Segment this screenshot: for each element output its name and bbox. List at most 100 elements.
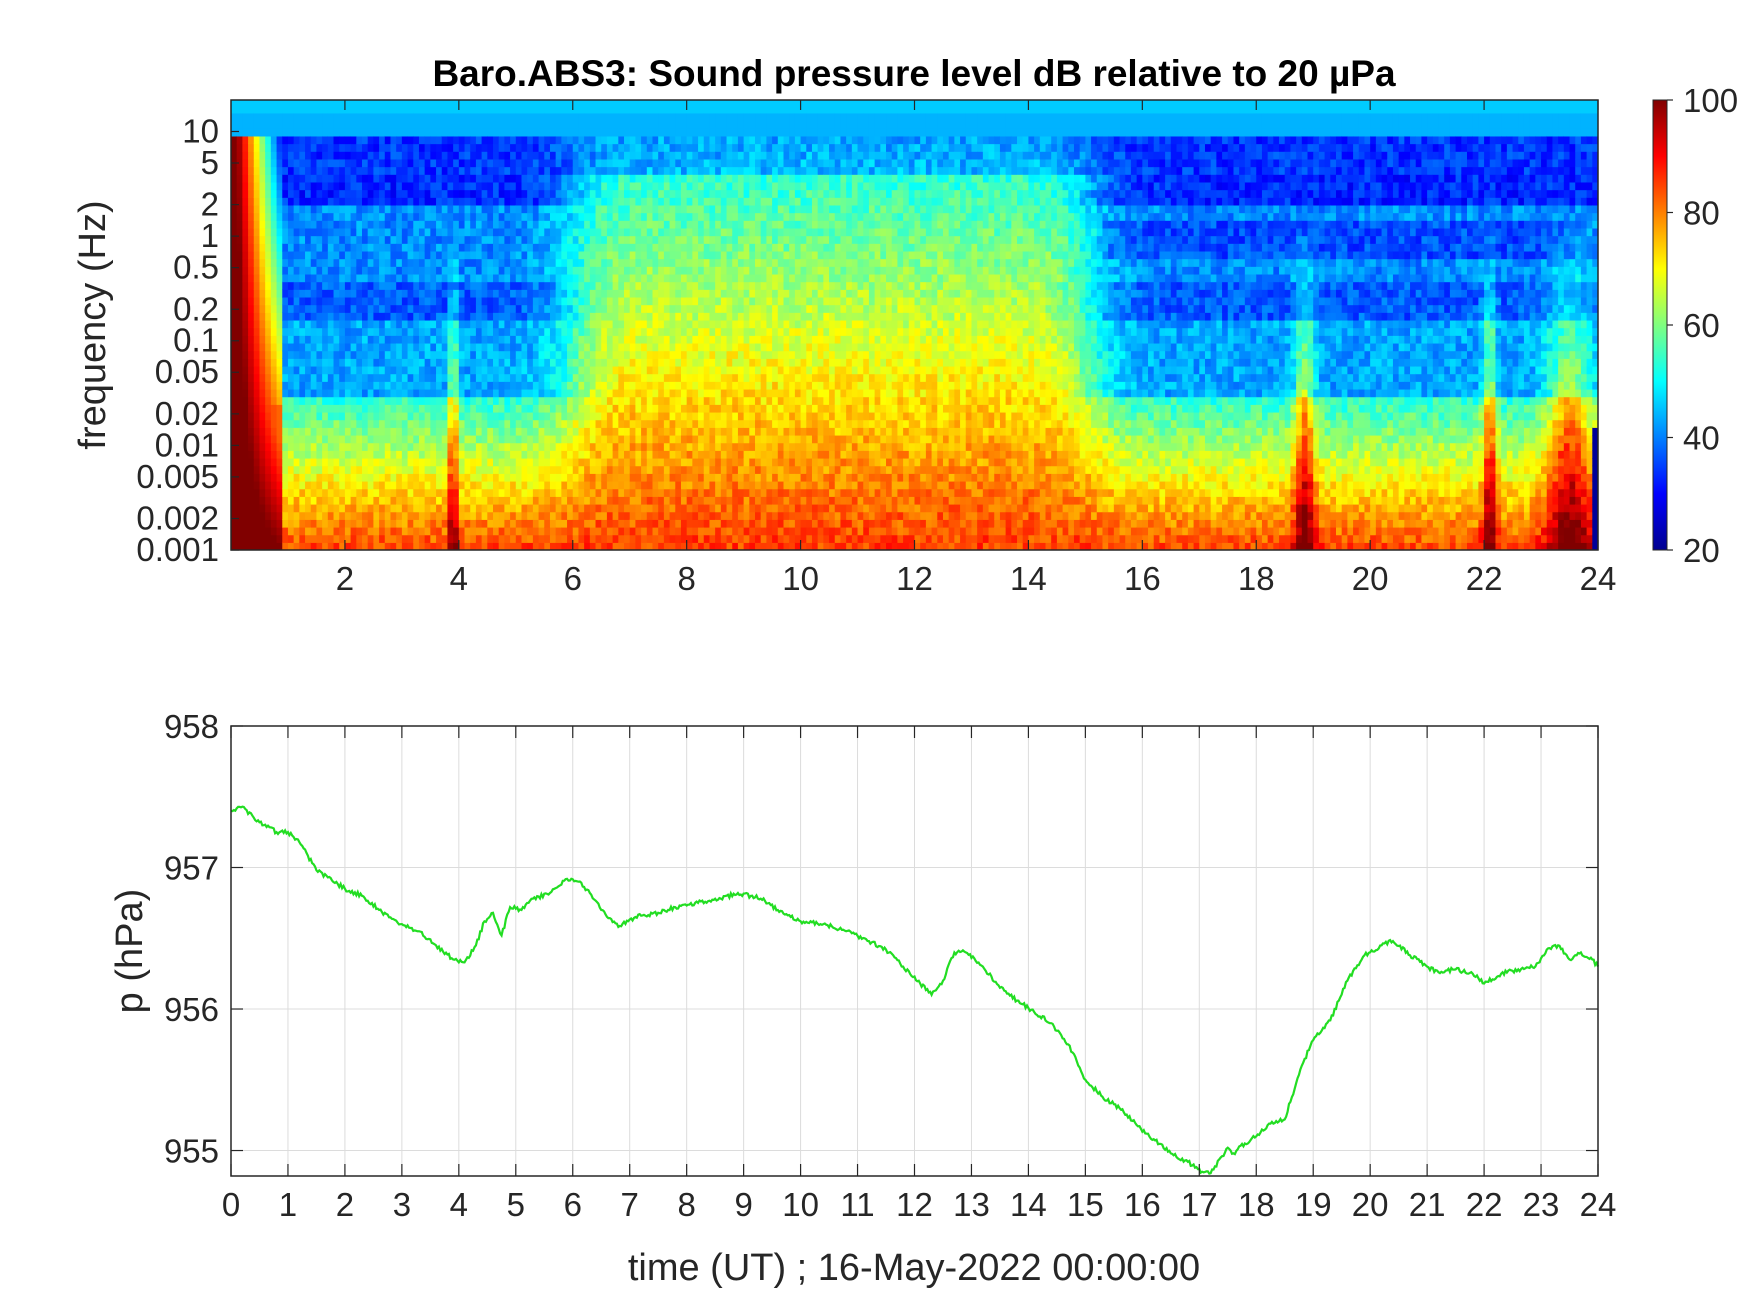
spectrogram-cell [686,158,693,168]
spectrogram-cell [276,143,283,152]
spectrogram-cell [493,404,500,413]
spectrogram-cell [532,212,540,221]
spectrogram-cell [618,273,625,283]
spectrogram-cell [635,204,642,214]
spectrogram-cell [475,396,483,405]
spectrogram-cell [327,189,335,198]
spectrogram-cell [231,442,238,451]
spectrogram-cell [498,519,505,528]
spectrogram-cell [527,151,534,160]
spectrogram-cell [453,312,460,321]
spectrogram-cell [606,335,614,344]
spectrogram-cell [265,220,272,229]
spectrogram-cell [339,411,346,421]
spectrogram-cell [555,174,562,183]
spectrogram-cell [310,105,318,114]
spectrogram-cell [675,519,682,528]
spectrogram-cell [418,174,426,183]
spectrogram-cell [658,465,665,474]
spectrogram-cell [424,250,431,260]
spectrogram-cell [436,465,443,474]
spectrogram-cell [407,327,414,336]
spectrogram-cell [276,135,283,145]
spectrogram-cell [441,197,449,206]
spectrogram-cell [567,235,574,244]
spectrogram-cell [606,243,614,252]
spectrogram-cell [555,151,562,160]
spectrogram-cell [606,235,614,244]
spectrogram-cell [362,90,368,98]
spectrogram-cell [373,312,380,321]
spectrogram-cell [663,419,671,428]
spectrogram-cell [339,457,346,467]
spectrogram-cell [276,365,283,375]
spectrogram-cell [316,411,323,421]
spectrogram-cell [572,296,580,306]
spectrogram-cell [339,100,346,106]
spectrogram-cell [584,419,591,428]
spectrogram-cell [259,503,266,513]
spectrogram-cell [549,266,557,275]
spectrogram-cell [310,534,318,543]
spectrogram-cell [692,181,699,191]
spectrogram-cell [265,258,272,267]
spectrogram-cell [669,227,676,237]
spectrogram-cell [293,151,300,160]
spectrogram-cell [293,227,300,237]
spectrogram-cell [686,273,693,283]
spectrogram-cell [293,442,300,451]
spectrogram-cell [339,496,346,505]
spectrogram-cell [270,281,278,290]
spectrogram-cell [293,511,300,520]
spectrogram-cell [327,327,335,336]
spectrogram-cell [458,457,466,467]
spectrogram-cell [344,381,352,390]
spectrogram-cell [686,542,693,550]
spectrogram-cell [652,319,659,329]
spectrogram-cell [441,158,449,168]
spectrogram-cell [663,427,671,436]
spectrogram-cell [322,250,329,260]
spectrogram-cell [356,174,363,183]
spectrogram-cell [481,112,488,122]
spectrogram-cell [310,112,318,122]
spectrogram-cell [259,434,266,444]
spectrogram-cell [396,488,403,497]
spectrogram-cell [265,166,272,175]
spectrogram-cell [407,158,414,168]
spectrogram-cell [538,212,545,221]
spectrogram-cell [601,496,608,505]
spectrogram-cell [362,365,369,375]
spectrogram-cell [282,151,289,160]
spectrogram-cell [515,220,523,229]
spectrogram-cell [384,227,392,237]
spectrogram-cell [259,212,266,221]
spectrogram-cell [362,342,369,352]
spectrogram-cell [305,488,312,497]
spectrogram-cell [418,143,426,152]
spectrogram-cell [658,220,665,229]
spectrogram-cell [236,534,243,543]
spectrogram-cell [259,204,266,214]
spectrogram-cell [390,281,397,290]
spectrogram-cell [549,534,557,543]
spectrogram-cell [612,220,619,229]
spectrogram-cell [282,128,289,137]
spectrogram-cell [675,143,682,152]
spectrogram-cell [379,442,386,451]
spectrogram-cell [447,396,454,405]
spectrogram-cell [407,235,414,244]
spectrogram-cell [703,442,711,451]
spectrogram-cell [293,381,300,390]
spectrogram-cell [578,503,585,513]
spectrogram-cell [316,197,323,206]
spectrogram-cell [618,388,625,398]
spectrogram-cell [362,112,369,122]
spectrogram-cell [339,304,346,313]
spectrogram-cell [310,281,318,290]
spectrogram-cell [436,250,443,260]
spectrogram-cell [680,258,688,267]
spectrogram-cell [259,335,266,344]
spectrogram-cell [578,312,585,321]
spectrogram-cell [299,227,306,237]
